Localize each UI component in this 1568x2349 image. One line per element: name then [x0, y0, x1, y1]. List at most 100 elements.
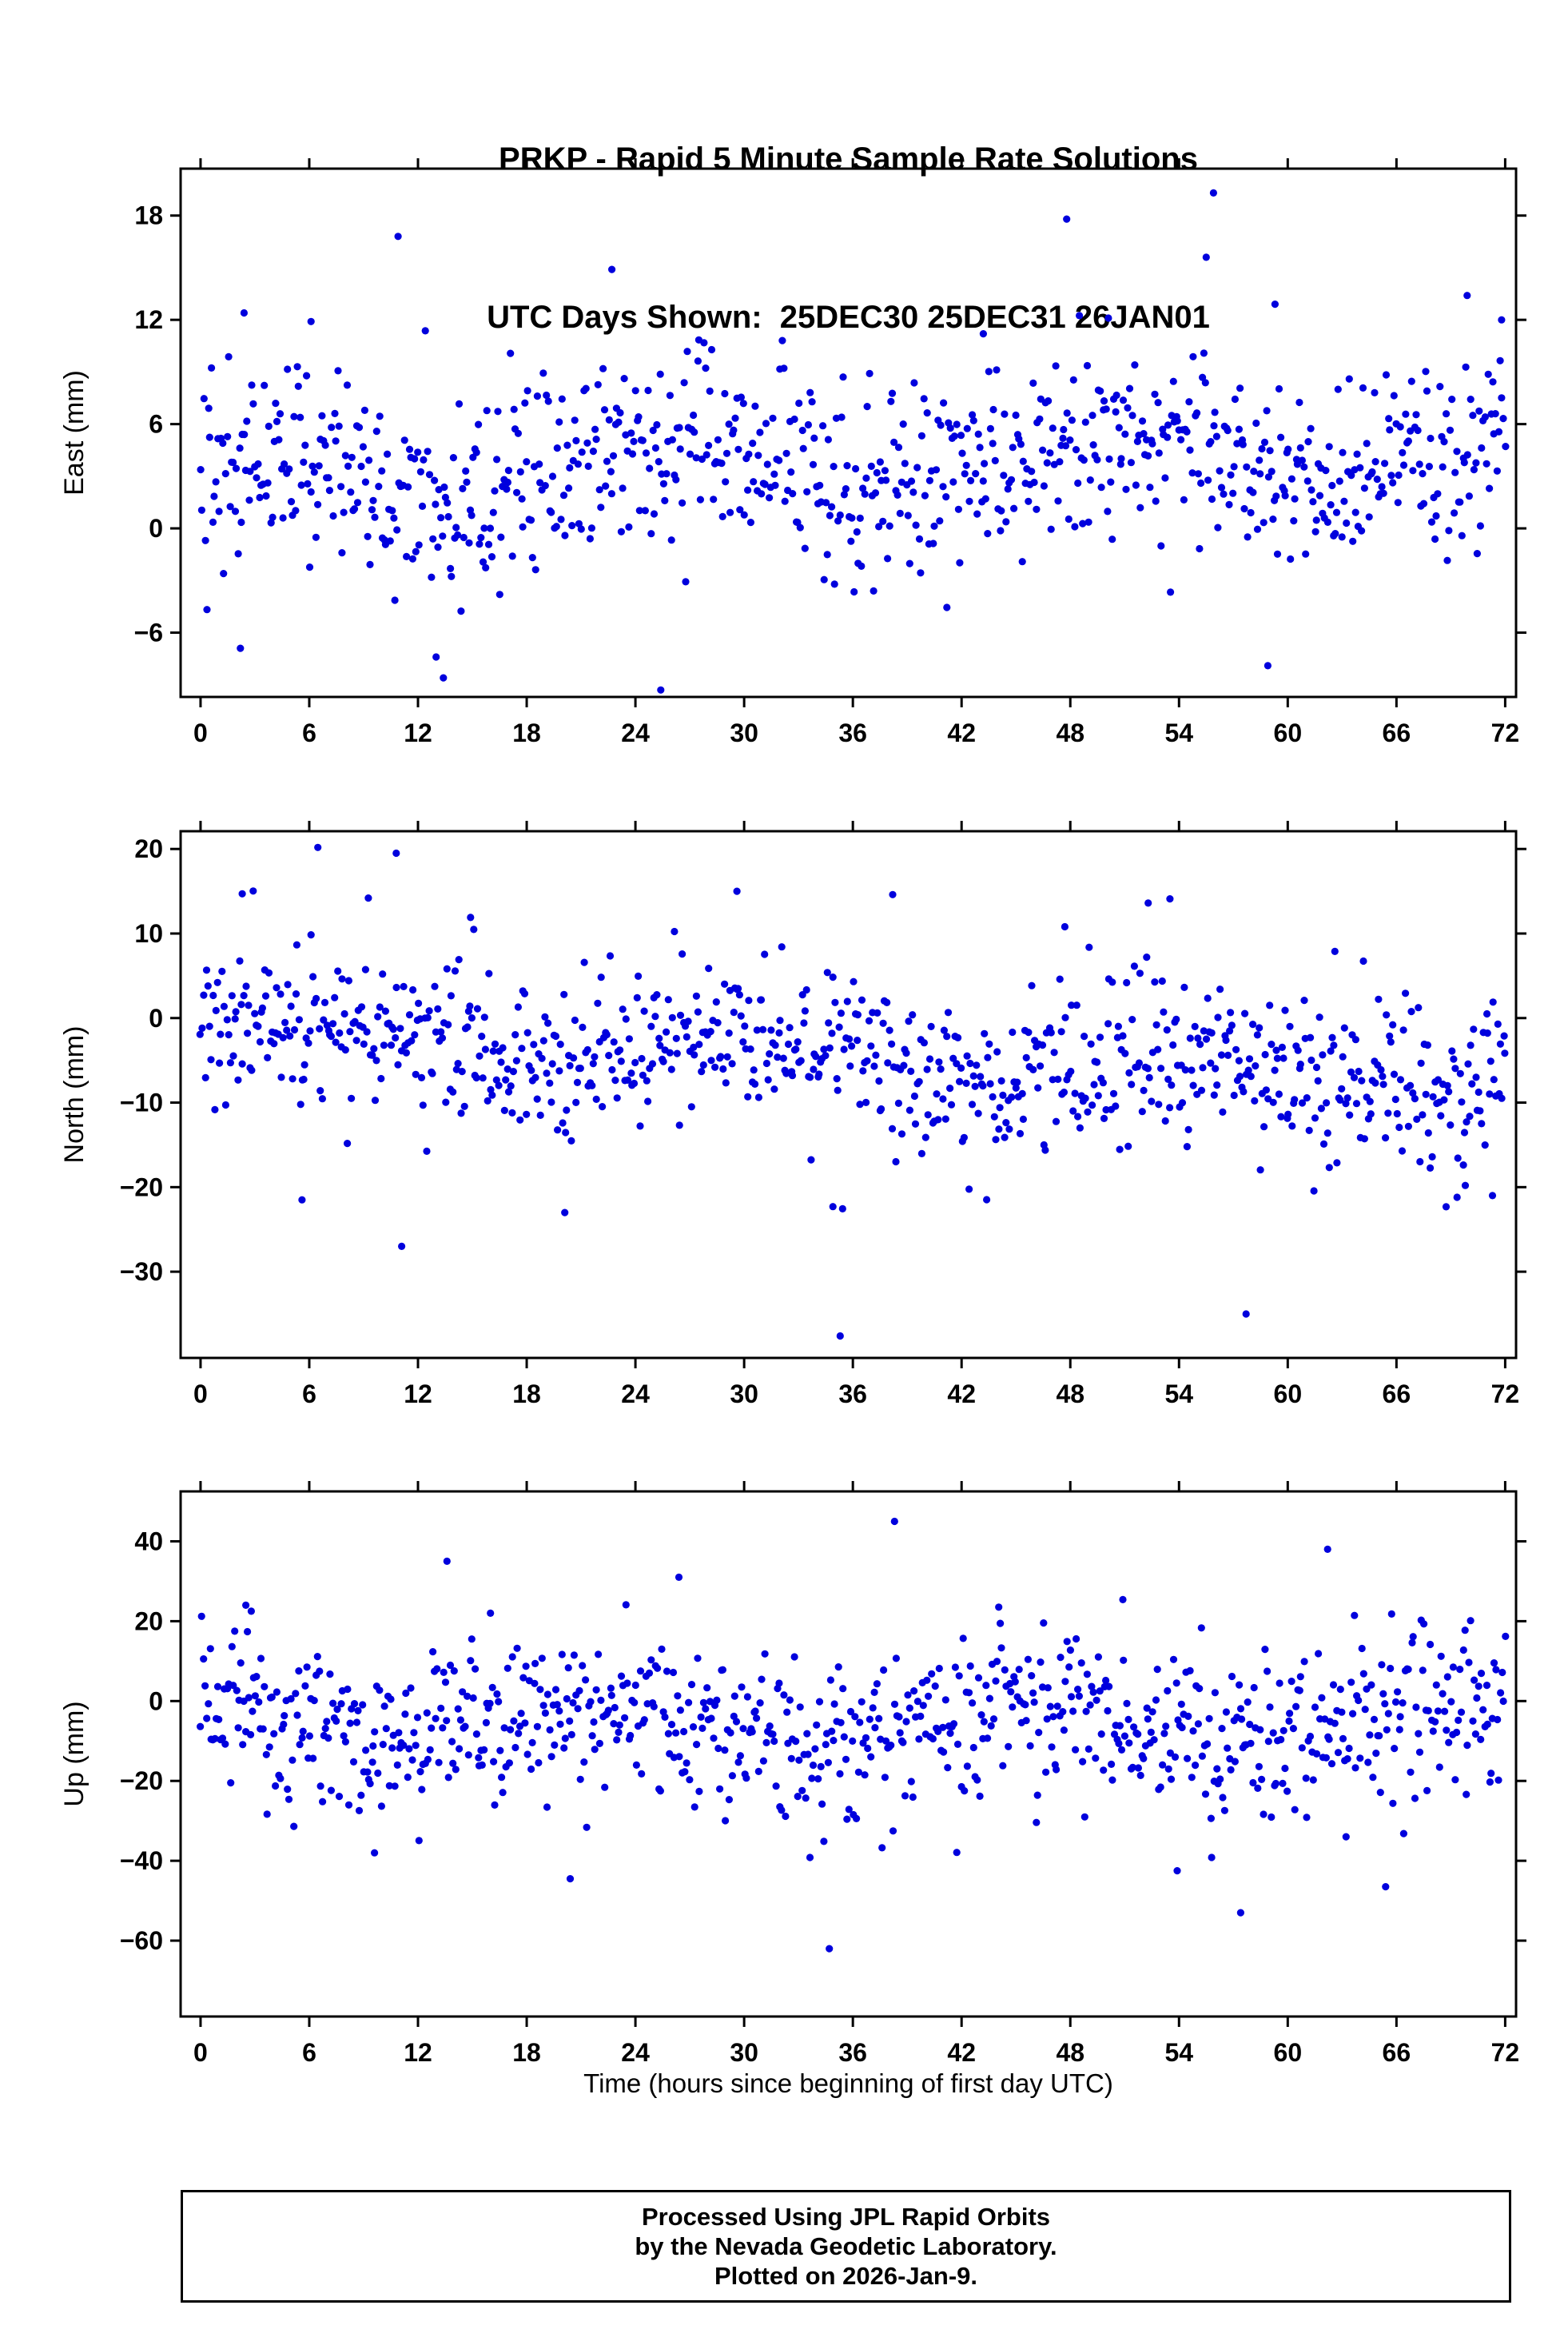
data-point [1152, 1021, 1160, 1029]
data-point [1422, 368, 1430, 376]
data-point [1067, 1067, 1075, 1076]
data-point [1379, 1073, 1387, 1081]
data-point [1249, 1778, 1257, 1787]
data-point [1144, 452, 1152, 460]
data-point [308, 462, 316, 470]
data-point [1279, 1054, 1287, 1062]
data-point [1186, 1666, 1194, 1674]
data-point [1100, 1114, 1108, 1122]
data-point [560, 990, 568, 998]
data-point [455, 400, 464, 408]
data-point [249, 1707, 257, 1715]
data-point [1074, 1686, 1082, 1694]
data-point [334, 967, 342, 975]
data-point [547, 1753, 555, 1761]
data-point [698, 1724, 706, 1732]
data-point [1188, 1066, 1196, 1074]
data-point [1189, 1081, 1197, 1089]
data-point [321, 1725, 329, 1733]
data-point [1160, 1730, 1168, 1738]
data-point [750, 478, 758, 486]
data-point [303, 1663, 311, 1671]
data-point [721, 980, 729, 988]
data-point [253, 1673, 261, 1681]
data-point [1300, 463, 1308, 471]
data-point [609, 452, 618, 460]
data-point [512, 1057, 521, 1065]
data-point [834, 517, 842, 525]
data-point [828, 503, 836, 511]
data-point [507, 349, 515, 357]
data-point [592, 1095, 600, 1103]
data-point [508, 1109, 516, 1117]
data-point [1180, 496, 1188, 504]
data-point [518, 1045, 526, 1053]
data-point [989, 405, 997, 414]
data-point [355, 1806, 364, 1814]
data-point [656, 370, 664, 378]
data-point [862, 1098, 870, 1106]
data-point [478, 1761, 486, 1769]
data-point [237, 1001, 245, 1009]
data-point [638, 1054, 646, 1063]
data-point [1298, 1744, 1306, 1752]
data-point [1169, 377, 1177, 385]
data-point [379, 1741, 387, 1749]
data-point [689, 1723, 698, 1731]
data-point [937, 421, 945, 429]
outlier-point [237, 644, 245, 652]
data-point [500, 1724, 508, 1732]
data-point [740, 511, 748, 519]
data-point [391, 596, 399, 604]
data-point [676, 1011, 685, 1019]
data-point [1194, 1034, 1202, 1042]
data-point [1458, 532, 1466, 539]
data-point [1343, 1755, 1351, 1763]
data-point [463, 478, 471, 486]
data-point [378, 467, 386, 475]
data-point [911, 1120, 920, 1128]
data-point [997, 1077, 1005, 1085]
data-point [1387, 1038, 1395, 1046]
data-point [1084, 518, 1092, 526]
data-point [653, 420, 661, 429]
data-point [924, 1111, 932, 1119]
data-point [1009, 1703, 1017, 1711]
data-point [1072, 446, 1080, 454]
data-point [515, 1730, 523, 1738]
data-point [1333, 1159, 1341, 1167]
data-point [879, 1019, 887, 1027]
data-point [1285, 1717, 1293, 1725]
data-point [1424, 1129, 1432, 1137]
data-point [470, 926, 478, 934]
y-tick-label: 6 [149, 410, 163, 439]
data-point [482, 1718, 491, 1726]
data-point [468, 1635, 476, 1643]
data-point [304, 1039, 312, 1047]
outlier-point [247, 1607, 255, 1615]
data-point [1360, 484, 1368, 492]
data-point [400, 1742, 408, 1750]
y-tick-label: 20 [134, 834, 163, 863]
data-point [1272, 1779, 1279, 1788]
data-point [917, 432, 925, 440]
data-point [499, 1044, 507, 1052]
data-point [989, 440, 997, 448]
data-point [1369, 1774, 1377, 1782]
data-point [273, 417, 281, 426]
data-point [744, 1093, 752, 1101]
data-point [1049, 424, 1057, 432]
data-point [751, 1707, 759, 1715]
data-point [499, 1789, 507, 1797]
data-point [1454, 1154, 1462, 1162]
data-point [846, 1062, 854, 1070]
data-point [357, 1791, 365, 1799]
data-point [1492, 1666, 1500, 1674]
data-point [909, 1011, 917, 1019]
data-point [1450, 1055, 1458, 1063]
data-point [1483, 1720, 1491, 1728]
data-point [503, 1664, 511, 1672]
data-point [1121, 1049, 1129, 1057]
data-point [1360, 1135, 1368, 1143]
